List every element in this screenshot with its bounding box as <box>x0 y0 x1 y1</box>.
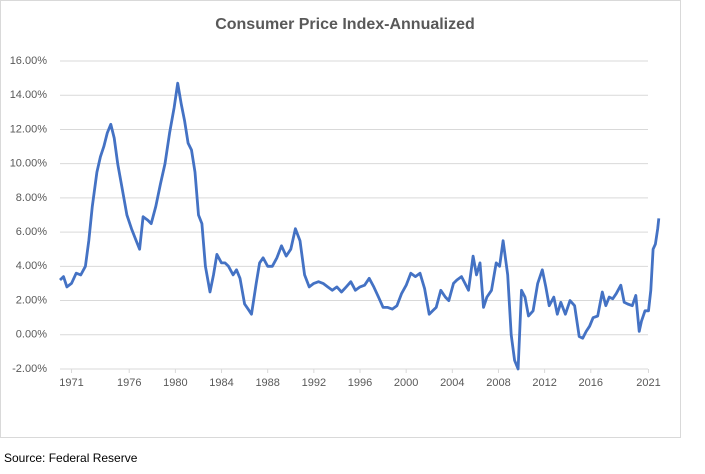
chart-title: Consumer Price Index-Annualized <box>215 16 475 33</box>
x-tick-label: 1971 <box>59 377 83 389</box>
x-tick-label: 2012 <box>532 377 556 389</box>
x-tick-label: 1984 <box>209 377 233 389</box>
x-tick-label: 2000 <box>394 377 418 389</box>
x-tick-label: 1996 <box>348 377 372 389</box>
x-tick-label: 1980 <box>163 377 187 389</box>
x-tick-label: 2008 <box>486 377 510 389</box>
y-tick-label: -2.00% <box>12 363 47 375</box>
y-tick-label: 14.00% <box>10 89 48 101</box>
x-tick-label: 1976 <box>117 377 141 389</box>
y-tick-label: 4.00% <box>16 260 47 272</box>
y-tick-label: 10.00% <box>10 158 48 170</box>
y-tick-label: 6.00% <box>16 226 47 238</box>
y-tick-label: 8.00% <box>16 192 47 204</box>
data-line <box>59 81 661 371</box>
y-tick-label: 12.00% <box>10 123 48 135</box>
y-tick-label: 2.00% <box>16 294 47 306</box>
y-tick-label: 16.00% <box>10 55 48 67</box>
x-tick-label: 2004 <box>440 377 464 389</box>
x-tick-label: 1992 <box>302 377 326 389</box>
x-tick-label: 2016 <box>579 377 603 389</box>
chart-frame <box>0 0 681 438</box>
source-note: Source: Federal Reserve <box>4 451 138 465</box>
x-tick-label: 2021 <box>636 377 660 389</box>
x-tick-label: 1988 <box>255 377 279 389</box>
y-tick-label: 0.00% <box>16 329 47 341</box>
